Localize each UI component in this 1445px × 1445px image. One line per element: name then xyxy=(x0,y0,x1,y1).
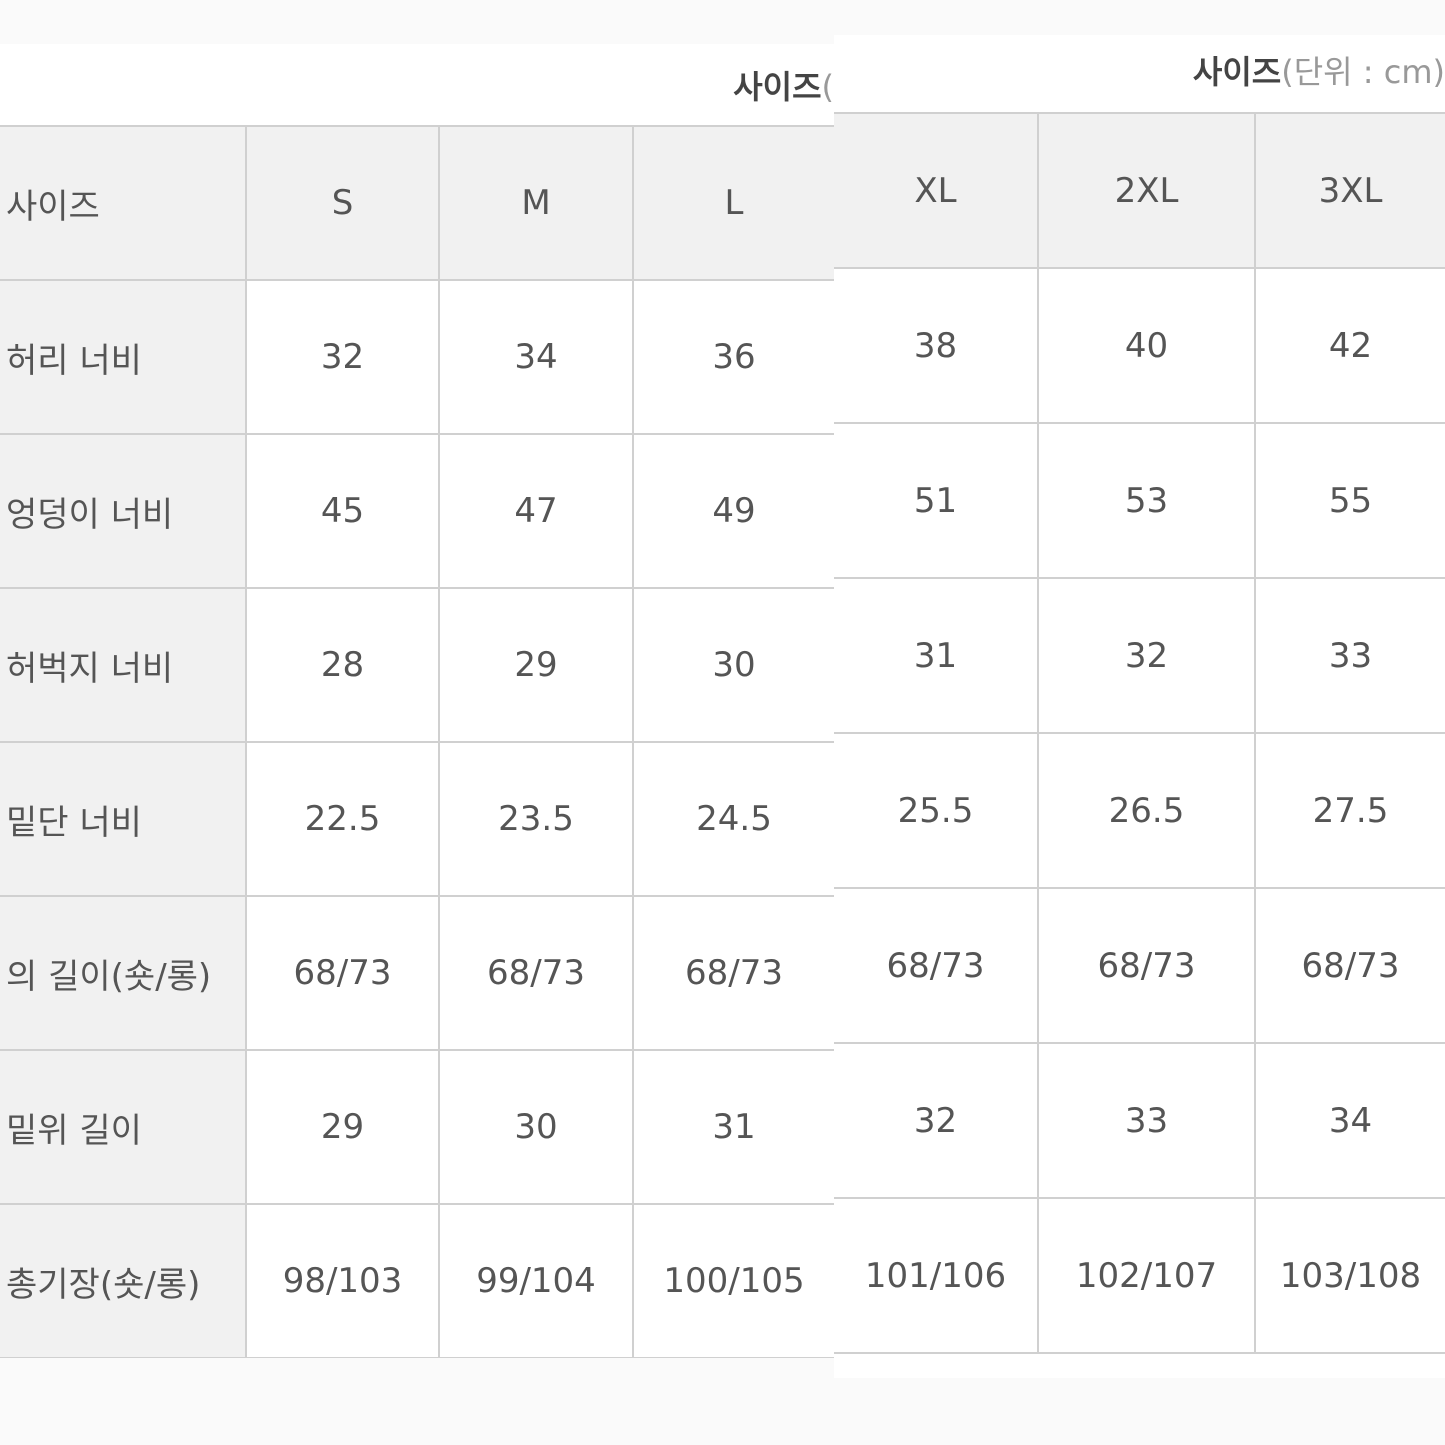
table-row: 101/106 102/107 103/108 xyxy=(834,1197,1445,1354)
size-chart-title: 사이즈( xyxy=(733,62,834,108)
column-header: 3XL xyxy=(1254,112,1445,269)
table-row: 의 길이(숏/롱) 68/73 68/73 68/73 xyxy=(0,895,834,1051)
row-label: 허벅지 너비 xyxy=(0,587,247,743)
row-label: 엉덩이 너비 xyxy=(0,433,247,589)
table-cell: 68/73 xyxy=(438,895,634,1051)
table-row: 25.5 26.5 27.5 xyxy=(834,732,1445,889)
table-cell: 51 xyxy=(834,422,1039,579)
table-cell: 34 xyxy=(438,279,634,435)
table-cell: 68/73 xyxy=(834,887,1039,1044)
row-label: 허리 너비 xyxy=(0,279,247,435)
table-cell: 32 xyxy=(1037,577,1256,734)
table-cell: 40 xyxy=(1037,267,1256,424)
table-cell: 45 xyxy=(245,433,440,589)
table-cell: 68/73 xyxy=(245,895,440,1051)
table-cell: 68/73 xyxy=(1037,887,1256,1044)
title-unit: (단위 : cm) xyxy=(1281,53,1445,91)
table-cell: 42 xyxy=(1254,267,1445,424)
column-header: S xyxy=(245,125,440,281)
size-chart-left: 사이즈( 사이즈 S M L 허리 너비 32 34 36 엉덩이 너비 45 47 49 허벅지 너비… xyxy=(0,44,834,1358)
table-cell: 36 xyxy=(632,279,834,435)
table-cell: 101/106 xyxy=(834,1197,1039,1354)
table-row: 31 32 33 xyxy=(834,577,1445,734)
title-unit: ( xyxy=(821,68,834,106)
table-cell: 68/73 xyxy=(1254,887,1445,1044)
table-cell: 27.5 xyxy=(1254,732,1445,889)
table-cell: 55 xyxy=(1254,422,1445,579)
table-cell: 102/107 xyxy=(1037,1197,1256,1354)
title-bold: 사이즈 xyxy=(733,68,822,106)
size-table-right: XL 2XL 3XL 38 40 42 51 53 55 31 32 33 25.5 26.5 27.5 68… xyxy=(834,112,1445,1354)
table-cell: 29 xyxy=(438,587,634,743)
table-cell: 30 xyxy=(632,587,834,743)
column-header: M xyxy=(438,125,634,281)
header-row: XL 2XL 3XL xyxy=(834,112,1445,269)
table-cell: 32 xyxy=(834,1042,1039,1199)
table-cell: 31 xyxy=(632,1049,834,1205)
table-cell: 23.5 xyxy=(438,741,634,897)
size-table-left: 사이즈 S M L 허리 너비 32 34 36 엉덩이 너비 45 47 49 허벅지 너비 28 29 3… xyxy=(0,125,834,1358)
table-row: 총기장(숏/롱) 98/103 99/104 100/105 xyxy=(0,1203,834,1358)
table-cell: 33 xyxy=(1254,577,1445,734)
table-cell: 99/104 xyxy=(438,1203,634,1358)
table-cell: 26.5 xyxy=(1037,732,1256,889)
table-row: 68/73 68/73 68/73 xyxy=(834,887,1445,1044)
table-row: 32 33 34 xyxy=(834,1042,1445,1199)
column-header: L xyxy=(632,125,834,281)
table-cell: 53 xyxy=(1037,422,1256,579)
table-cell: 28 xyxy=(245,587,440,743)
table-row: 허리 너비 32 34 36 xyxy=(0,279,834,435)
table-cell: 68/73 xyxy=(632,895,834,1051)
header-row: 사이즈 S M L xyxy=(0,125,834,281)
table-cell: 49 xyxy=(632,433,834,589)
row-label: 총기장(숏/롱) xyxy=(0,1203,247,1358)
table-cell: 22.5 xyxy=(245,741,440,897)
table-cell: 47 xyxy=(438,433,634,589)
row-label: 밑단 너비 xyxy=(0,741,247,897)
table-cell: 24.5 xyxy=(632,741,834,897)
size-chart-title: 사이즈(단위 : cm) xyxy=(1193,47,1445,93)
table-cell: 103/108 xyxy=(1254,1197,1445,1354)
title-bold: 사이즈 xyxy=(1192,53,1282,91)
table-row: 38 40 42 xyxy=(834,267,1445,424)
table-cell: 31 xyxy=(834,577,1039,734)
column-header: 사이즈 xyxy=(0,125,247,281)
table-cell: 29 xyxy=(245,1049,440,1205)
row-label: 밑위 길이 xyxy=(0,1049,247,1205)
table-row: 허벅지 너비 28 29 30 xyxy=(0,587,834,743)
table-cell: 32 xyxy=(245,279,440,435)
table-row: 밑단 너비 22.5 23.5 24.5 xyxy=(0,741,834,897)
table-cell: 38 xyxy=(834,267,1039,424)
table-cell: 100/105 xyxy=(632,1203,834,1358)
table-cell: 33 xyxy=(1037,1042,1256,1199)
table-row: 엉덩이 너비 45 47 49 xyxy=(0,433,834,589)
size-chart-right: 사이즈(단위 : cm) XL 2XL 3XL 38 40 42 51 53 55 31 32 33 2… xyxy=(834,35,1445,1378)
table-row: 51 53 55 xyxy=(834,422,1445,579)
table-cell: 25.5 xyxy=(834,732,1039,889)
table-cell: 34 xyxy=(1254,1042,1445,1199)
table-cell: 30 xyxy=(438,1049,634,1205)
table-row: 밑위 길이 29 30 31 xyxy=(0,1049,834,1205)
table-cell: 98/103 xyxy=(245,1203,440,1358)
column-header: XL xyxy=(834,112,1039,269)
column-header: 2XL xyxy=(1037,112,1256,269)
row-label: 의 길이(숏/롱) xyxy=(0,895,247,1051)
